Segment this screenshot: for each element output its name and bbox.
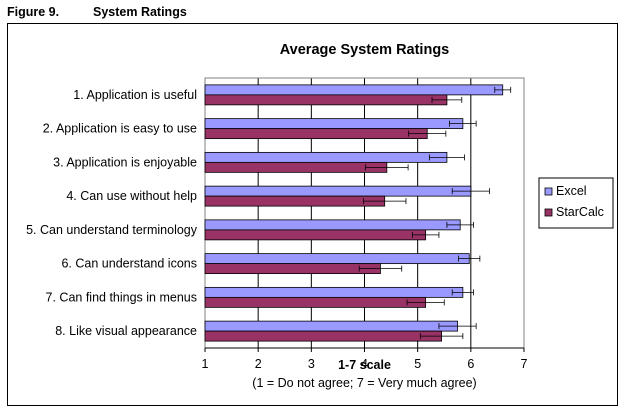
bar-starcalc bbox=[204, 128, 428, 140]
category-label: 4. Can use without help bbox=[66, 189, 197, 203]
bar-starcalc bbox=[204, 330, 442, 342]
category-label: 7. Can find things in menus bbox=[46, 290, 197, 304]
x-tick-label: 5 bbox=[414, 357, 421, 371]
figure-number: Figure 9. bbox=[7, 5, 60, 19]
bar-starcalc bbox=[204, 263, 381, 275]
x-tick-label: 1 bbox=[202, 357, 209, 371]
chart-title: Average System Ratings bbox=[280, 42, 450, 58]
x-tick-label: 7 bbox=[521, 357, 528, 371]
category-label: 1. Application is useful bbox=[73, 88, 197, 102]
x-axis-note: (1 = Do not agree; 7 = Very much agree) bbox=[252, 376, 476, 390]
x-tick-label: 3 bbox=[308, 357, 315, 371]
legend-swatch-starcalc bbox=[544, 208, 553, 217]
bar-excel bbox=[204, 118, 464, 130]
legend-label-excel: Excel bbox=[556, 184, 587, 198]
bar-excel bbox=[204, 84, 504, 96]
category-label: 8. Like visual appearance bbox=[55, 324, 197, 338]
bar-starcalc bbox=[204, 161, 388, 173]
legend-box bbox=[538, 177, 614, 229]
category-label: 2. Application is easy to use bbox=[43, 122, 197, 136]
figure-caption: Figure 9. System Ratings bbox=[7, 5, 187, 19]
category-label: 6. Can understand icons bbox=[61, 257, 197, 271]
bar-excel bbox=[204, 185, 472, 197]
category-label: 5. Can understand terminology bbox=[26, 223, 198, 237]
bar-excel bbox=[204, 320, 458, 332]
bar-excel bbox=[204, 219, 461, 231]
figure-title: System Ratings bbox=[93, 5, 187, 19]
category-label: 3. Application is enjoyable bbox=[53, 155, 197, 169]
x-tick-label: 4 bbox=[361, 357, 368, 371]
legend-label-starcalc: StarCalc bbox=[556, 205, 604, 219]
bar-excel bbox=[204, 286, 464, 298]
bar-starcalc bbox=[204, 296, 427, 308]
legend-swatch-excel bbox=[544, 187, 553, 196]
x-tick-label: 2 bbox=[255, 357, 262, 371]
ratings-chart: Average System Ratings 1. Application is … bbox=[26, 42, 614, 390]
x-tick-label: 6 bbox=[467, 357, 474, 371]
bar-starcalc bbox=[204, 195, 386, 207]
bar-excel bbox=[204, 151, 448, 163]
bar-starcalc bbox=[204, 229, 427, 241]
chart-frame: Average System Ratings 1. Application is … bbox=[7, 23, 618, 406]
bar-starcalc bbox=[204, 94, 448, 106]
bar-excel bbox=[204, 253, 470, 265]
x-axis-title: 1-7 scale bbox=[338, 358, 391, 372]
